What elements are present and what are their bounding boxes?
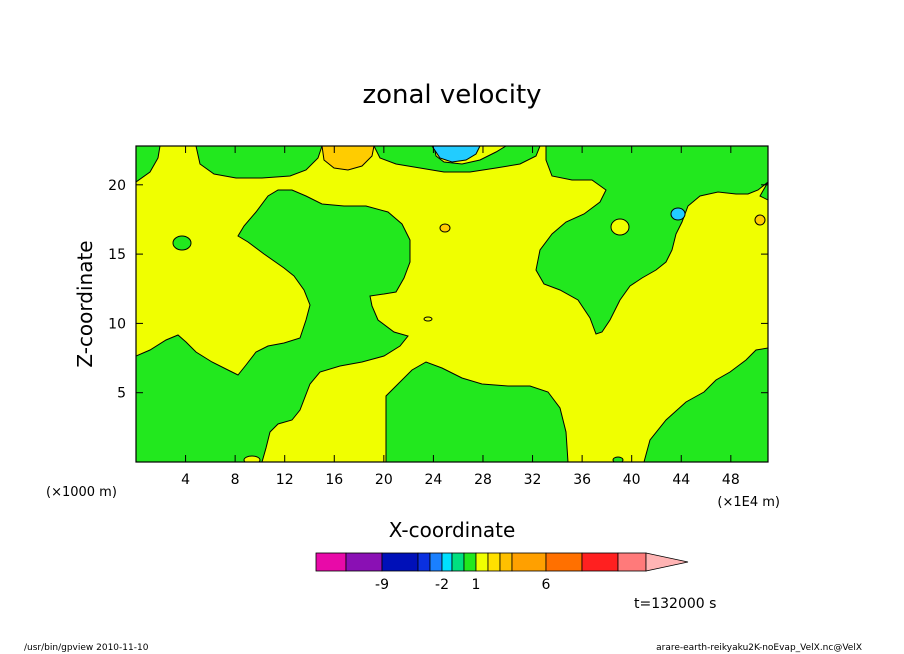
time-label: t=132000 s	[634, 596, 716, 612]
x-tick-label: 4	[181, 472, 190, 488]
x-axis-label: X-coordinate	[389, 518, 516, 542]
y-tick-label: 20	[108, 178, 126, 194]
colorbar-segment	[487, 552, 501, 572]
colorbar-segment	[511, 552, 547, 572]
x-unit-right: (×1E4 m)	[717, 495, 780, 510]
colorbar-segment	[545, 552, 583, 572]
y-tick-label: 10	[108, 316, 126, 332]
colorbar-segment	[381, 552, 419, 572]
colorbar-segment	[429, 552, 443, 572]
colorbar-segment	[617, 552, 647, 572]
green-region-top-right	[535, 146, 768, 335]
x-tick-label: 48	[722, 472, 740, 488]
tiny-contour-center	[423, 316, 433, 322]
colorbar-label: -9	[375, 577, 389, 593]
y-tick-label: 5	[117, 386, 126, 402]
colorbar-segment	[463, 552, 477, 572]
colorbar-segment	[345, 552, 383, 572]
x-tick-label: 24	[424, 472, 442, 488]
green-region-bottom-left	[136, 189, 411, 462]
colorbar-label: 1	[472, 577, 481, 593]
x-tick-label: 44	[672, 472, 690, 488]
x-tick-label: 16	[325, 472, 343, 488]
green-region-top-left	[136, 146, 161, 183]
colorbar: -9 -2 1 6	[315, 552, 689, 593]
green-blob-left	[172, 235, 192, 251]
orange-blob-top	[321, 146, 375, 171]
green-region-bottom-right	[643, 347, 768, 462]
yellow-island-bottom-left	[243, 455, 261, 462]
footer-left: /usr/bin/gpview 2010-11-10	[24, 643, 149, 653]
green-region-right-edge	[759, 180, 768, 201]
x-unit-left: (×1000 m)	[46, 485, 117, 500]
green-region-top-center-left	[195, 146, 323, 179]
colorbar-label: 6	[542, 577, 551, 593]
chart-title: zonal velocity	[362, 80, 541, 110]
cyan-blob-top	[431, 146, 481, 163]
colorbar-segment	[315, 552, 347, 572]
y-axis: 5 10 15 20	[108, 178, 768, 402]
x-tick-label: 32	[524, 472, 542, 488]
footer-right: arare-earth-reikyaku2K-noEvap_VelX.nc@Ve…	[656, 643, 862, 653]
green-region-top-center	[373, 146, 541, 173]
y-axis-label: Z-coordinate	[73, 240, 97, 367]
x-axis: 4 8 12 16 20 24 28 32 36 40 44 48	[181, 146, 740, 488]
y-tick-label: 15	[108, 247, 126, 263]
colorbar-segment	[581, 552, 619, 572]
colorbar-arrow	[645, 552, 689, 572]
colorbar-segment	[441, 552, 453, 572]
x-tick-label: 12	[276, 472, 294, 488]
plot-frame	[135, 145, 769, 463]
green-region-bottom-center	[385, 361, 569, 462]
x-tick-label: 40	[623, 472, 641, 488]
colorbar-segment	[499, 552, 513, 572]
colorbar-segment	[417, 552, 431, 572]
green-blob-bottom-right	[612, 456, 624, 462]
x-tick-label: 8	[231, 472, 240, 488]
colorbar-label: -2	[435, 577, 449, 593]
plot-area	[135, 145, 769, 463]
colorbar-segment	[475, 552, 489, 572]
cyan-blob-right	[670, 207, 686, 221]
orange-blob-small-center	[439, 223, 451, 233]
x-tick-label: 28	[474, 472, 492, 488]
x-tick-label: 36	[573, 472, 591, 488]
colorbar-segment	[451, 552, 465, 572]
yellow-island-top-right	[610, 218, 630, 236]
orange-blob-small-right	[754, 214, 766, 226]
x-tick-label: 20	[375, 472, 393, 488]
